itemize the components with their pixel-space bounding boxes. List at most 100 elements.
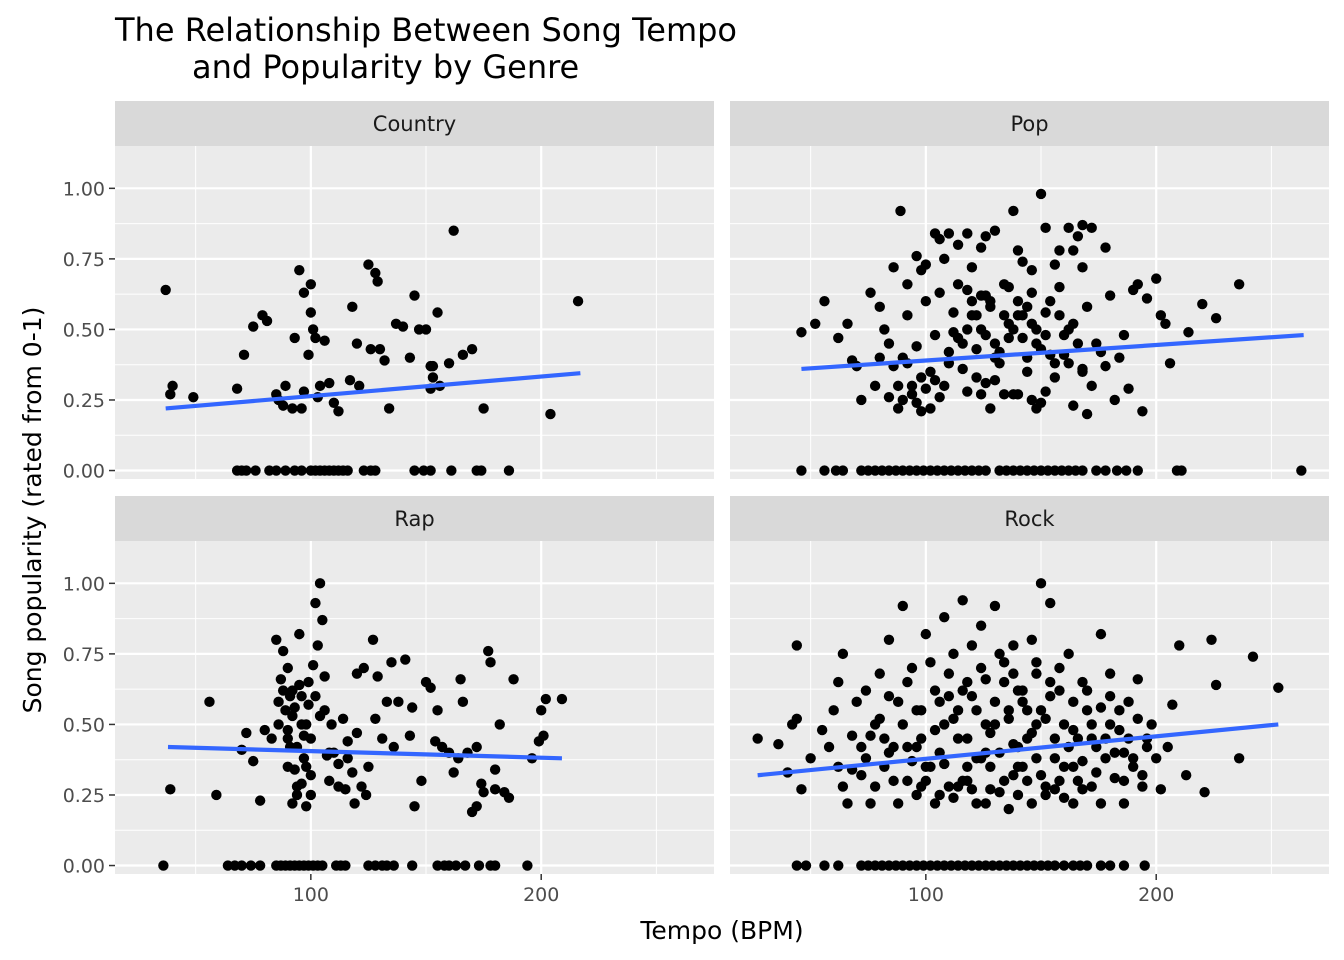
data-point	[1017, 310, 1028, 321]
data-point	[966, 640, 978, 651]
data-point	[897, 394, 908, 406]
data-point	[1104, 860, 1116, 871]
data-point	[1100, 360, 1111, 372]
data-point	[1021, 705, 1033, 716]
data-point	[427, 372, 439, 383]
data-point	[1068, 724, 1079, 736]
data-point	[305, 307, 317, 318]
data-point	[298, 730, 310, 741]
data-point	[791, 860, 803, 871]
data-point	[370, 713, 381, 724]
data-point	[929, 724, 941, 736]
data-point	[314, 578, 326, 589]
data-point	[1104, 719, 1116, 730]
data-point	[342, 753, 353, 764]
data-point	[314, 380, 326, 392]
data-point	[556, 693, 568, 705]
data-point	[865, 730, 876, 741]
data-point	[1104, 290, 1116, 301]
data-point	[952, 705, 964, 716]
data-point	[1003, 803, 1014, 815]
data-point	[404, 352, 416, 363]
data-point	[833, 676, 844, 688]
data-point	[934, 696, 945, 708]
data-point	[406, 860, 418, 871]
data-point	[883, 634, 895, 645]
x-tick-label: 200	[1138, 884, 1174, 906]
trend-line-country	[165, 371, 581, 411]
data-point	[1021, 775, 1033, 787]
data-point	[998, 657, 1010, 668]
data-point	[796, 465, 807, 476]
strip-rap	[115, 496, 714, 541]
data-point	[1132, 279, 1143, 290]
data-point	[522, 860, 533, 871]
panel-rock: Rock 100 200	[730, 496, 1329, 906]
data-point	[1296, 465, 1307, 476]
data-point	[282, 724, 293, 736]
data-point	[319, 671, 330, 682]
data-point	[1118, 775, 1130, 787]
data-point	[842, 798, 853, 809]
data-point	[911, 789, 922, 801]
data-point	[1104, 668, 1116, 679]
data-point	[211, 789, 222, 801]
data-point	[998, 310, 1010, 321]
data-point	[294, 264, 305, 276]
data-point	[280, 705, 291, 716]
data-point	[1137, 770, 1148, 781]
data-point	[1068, 761, 1079, 772]
data-point	[925, 403, 936, 414]
data-point	[1118, 860, 1130, 871]
data-point	[902, 279, 913, 290]
data-point	[294, 679, 305, 691]
data-point	[1040, 781, 1051, 792]
data-point	[536, 705, 547, 716]
facet-panels: Country 0.00 0.25 0.50 0.75 1.00 Pop Rap 0.00 0.2…	[63, 101, 1329, 906]
data-point	[1155, 784, 1167, 795]
data-point	[1233, 753, 1245, 764]
data-point	[489, 860, 501, 871]
data-point	[1045, 296, 1056, 307]
data-point	[916, 781, 927, 792]
data-point	[1072, 231, 1084, 242]
data-point	[427, 360, 439, 372]
data-point	[985, 403, 996, 414]
data-point	[1077, 755, 1088, 767]
data-point	[160, 284, 171, 296]
data-point	[298, 287, 310, 298]
data-point	[1035, 705, 1047, 716]
x-axis-title: Tempo (BPM)	[639, 916, 803, 945]
data-point	[1008, 205, 1019, 217]
data-point	[1045, 676, 1056, 688]
data-point	[916, 264, 927, 276]
data-point	[1072, 338, 1084, 349]
data-point	[1054, 662, 1065, 674]
data-point	[989, 375, 1001, 386]
data-point	[819, 860, 830, 871]
data-point	[934, 233, 945, 245]
data-point	[773, 738, 784, 750]
data-point	[1151, 753, 1162, 764]
data-point	[448, 767, 459, 778]
data-point	[939, 758, 950, 770]
data-point	[823, 741, 835, 753]
data-point	[975, 389, 987, 400]
data-point	[948, 713, 959, 724]
data-point	[1035, 188, 1047, 200]
data-point	[310, 691, 321, 702]
data-point	[1114, 705, 1125, 716]
data-point	[1040, 307, 1051, 318]
data-point	[337, 713, 349, 724]
data-point	[966, 784, 978, 795]
data-point	[404, 730, 416, 741]
data-point	[324, 775, 335, 787]
data-point	[920, 628, 932, 640]
y-tick-label: 0.75	[63, 249, 105, 271]
data-point	[1012, 389, 1024, 400]
data-point	[1017, 696, 1028, 708]
data-point	[902, 310, 913, 321]
data-point	[920, 296, 932, 307]
data-point	[1026, 634, 1038, 645]
data-point	[1003, 281, 1014, 293]
